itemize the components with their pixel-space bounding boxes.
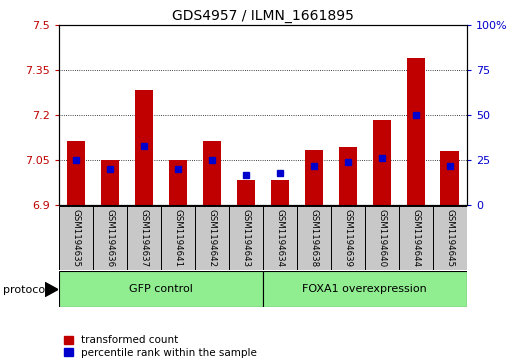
Bar (229, 206, 263, 270)
Title: GDS4957 / ILMN_1661895: GDS4957 / ILMN_1661895 (172, 9, 354, 23)
Text: GSM1194643: GSM1194643 (242, 209, 250, 267)
Bar (270, 180, 289, 205)
Text: GFP control: GFP control (129, 284, 193, 294)
Legend: transformed count, percentile rank within the sample: transformed count, percentile rank withi… (64, 335, 256, 358)
Bar (134, 90, 153, 205)
Bar (59, 271, 263, 307)
Text: GSM1194634: GSM1194634 (275, 209, 284, 267)
Bar (406, 58, 425, 205)
Bar (305, 150, 323, 205)
Text: FOXA1 overexpression: FOXA1 overexpression (303, 284, 427, 294)
Text: protocol: protocol (3, 285, 48, 295)
Bar (203, 141, 221, 205)
Bar (339, 147, 357, 205)
Bar (127, 206, 161, 270)
Bar (195, 206, 229, 270)
Bar (67, 141, 85, 205)
Text: GSM1194640: GSM1194640 (378, 209, 386, 267)
Bar (399, 206, 433, 270)
Bar (161, 206, 195, 270)
Text: GSM1194639: GSM1194639 (343, 209, 352, 267)
Text: GSM1194635: GSM1194635 (71, 209, 81, 267)
Bar (297, 206, 331, 270)
Text: GSM1194636: GSM1194636 (106, 209, 114, 267)
Text: GSM1194645: GSM1194645 (445, 209, 455, 267)
Bar (236, 180, 255, 205)
Text: GSM1194642: GSM1194642 (207, 209, 216, 267)
Bar (101, 160, 120, 205)
Polygon shape (45, 282, 58, 297)
Bar (263, 271, 467, 307)
Bar (263, 206, 297, 270)
Bar (441, 151, 459, 205)
Text: GSM1194638: GSM1194638 (309, 209, 319, 267)
Text: GSM1194644: GSM1194644 (411, 209, 420, 267)
Bar (169, 160, 187, 205)
Bar (93, 206, 127, 270)
Bar (365, 206, 399, 270)
Bar (372, 120, 391, 205)
Text: GSM1194637: GSM1194637 (140, 209, 148, 267)
Bar (59, 206, 93, 270)
Bar (433, 206, 467, 270)
Text: GSM1194641: GSM1194641 (173, 209, 183, 267)
Bar (331, 206, 365, 270)
